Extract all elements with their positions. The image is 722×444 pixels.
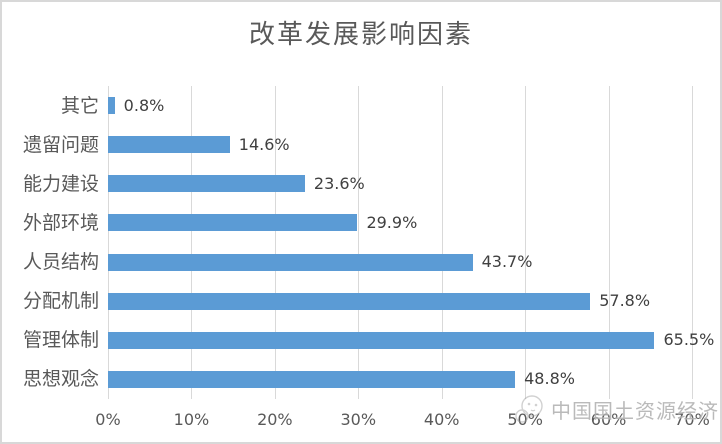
bar-value-label: 14.6% <box>238 134 290 154</box>
x-axis-tick-label: 50% <box>507 410 543 429</box>
bar[interactable] <box>108 175 305 193</box>
x-axis-tick-label: 10% <box>173 410 210 429</box>
bar-value-label: 65.5% <box>663 330 715 350</box>
gridline <box>608 86 610 399</box>
x-axis-tick-label: 0% <box>95 410 121 429</box>
x-axis-tick-label: 30% <box>340 410 377 429</box>
gridline <box>441 86 443 399</box>
bar[interactable] <box>108 292 591 310</box>
x-axis-tick-label: 60% <box>590 410 627 429</box>
bar-value-label: 57.8% <box>599 291 651 311</box>
gridline <box>358 86 360 399</box>
x-axis-tick-label: 20% <box>257 410 293 429</box>
bar[interactable] <box>108 253 473 271</box>
bar[interactable] <box>108 214 358 232</box>
value-axis: 0% 10% 20% 30% 40% 50% 60% 70% <box>2 410 720 432</box>
chart-title: 改革发展影响因素 <box>248 20 473 50</box>
bar-value-label: 0.8% <box>123 95 165 115</box>
category-label: 分配机制 <box>22 290 99 313</box>
plot-area: 0.8% 14.6% 23.6% 29.9% 43.7% 57.8% 65.5% 48.8% <box>108 86 714 399</box>
gridline <box>692 86 693 399</box>
category-label: 其它 <box>60 94 99 117</box>
category-label: 能力建设 <box>22 172 99 195</box>
bar[interactable] <box>108 97 115 115</box>
category-axis: 其它遗留问题能力建设外部环境人员结构分配机制管理体制思想观念 <box>2 86 99 399</box>
bar-value-label: 43.7% <box>481 252 533 272</box>
bar-value-label: 48.8% <box>524 369 575 389</box>
x-axis-tick-label: 70% <box>674 410 710 429</box>
gridline <box>191 86 193 399</box>
bar-value-label: 29.9% <box>366 212 418 232</box>
category-label: 思想观念 <box>22 368 99 391</box>
x-axis-tick-label: 40% <box>423 410 460 429</box>
gridline <box>274 86 276 399</box>
category-label: 遗留问题 <box>22 133 99 156</box>
category-label: 人员结构 <box>22 251 99 274</box>
gridline <box>525 86 527 399</box>
category-label: 外部环境 <box>22 211 99 234</box>
bar[interactable] <box>108 370 516 388</box>
bar[interactable] <box>108 136 230 154</box>
category-label: 管理体制 <box>22 329 99 352</box>
bar[interactable] <box>108 331 655 349</box>
gridline <box>108 86 109 399</box>
bar-value-label: 23.6% <box>313 173 365 193</box>
